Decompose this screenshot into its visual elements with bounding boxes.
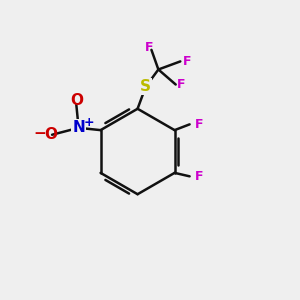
Text: O: O — [44, 127, 57, 142]
Text: F: F — [195, 170, 203, 183]
Text: F: F — [182, 55, 191, 68]
Text: O: O — [70, 93, 83, 108]
Text: +: + — [84, 116, 94, 128]
Text: F: F — [195, 118, 203, 131]
Text: N: N — [72, 120, 85, 135]
Text: F: F — [145, 41, 153, 54]
Text: F: F — [177, 78, 186, 91]
Text: −: − — [33, 126, 46, 141]
Text: S: S — [140, 79, 151, 94]
